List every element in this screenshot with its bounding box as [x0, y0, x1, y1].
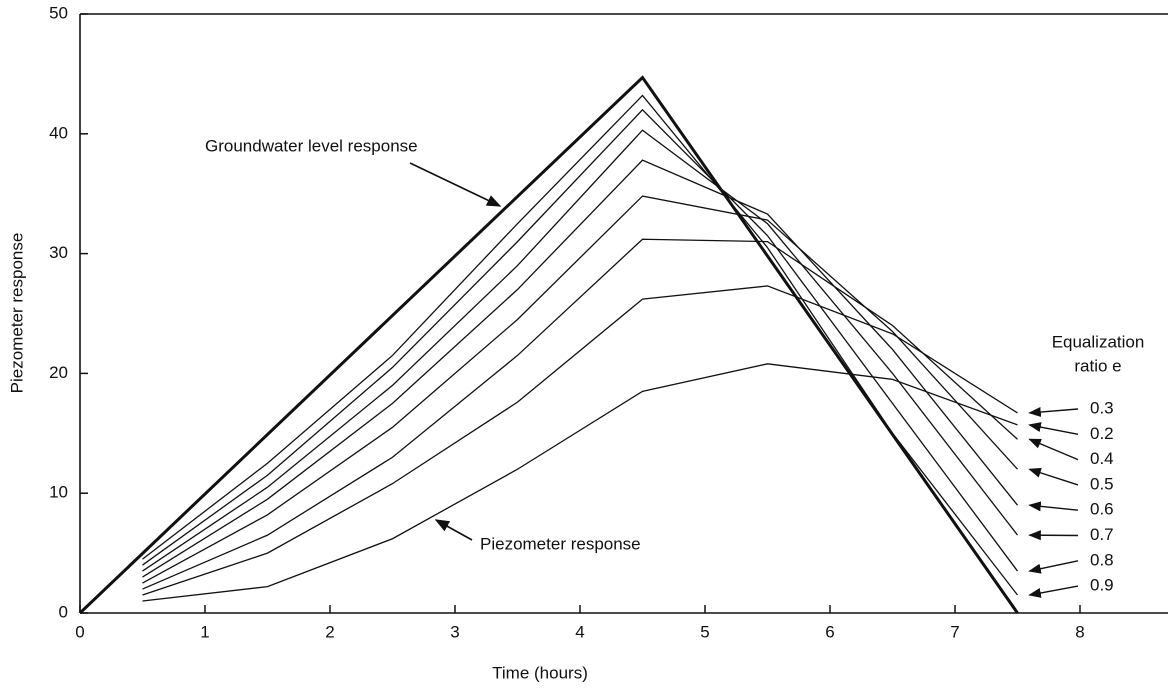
legend-arrow [1028, 501, 1079, 512]
legend-arrow [1028, 438, 1079, 461]
legend-label: 0.9 [1090, 576, 1114, 595]
y-tick-label: 30 [49, 243, 68, 262]
legend-arrow [1028, 585, 1079, 598]
x-tick-label: 1 [200, 622, 209, 641]
legend-arrow [1028, 560, 1079, 574]
x-tick-label: 0 [75, 622, 84, 641]
x-tick-label: 8 [1075, 622, 1084, 641]
legend-label: 0.5 [1090, 474, 1114, 493]
y-tick-label: 0 [59, 602, 68, 621]
series-line [142, 94, 1019, 596]
x-tick-label: 3 [450, 622, 459, 641]
series-line [142, 108, 1019, 572]
annotation-arrow [409, 162, 502, 207]
x-axis-label: Time (hours) [492, 663, 588, 682]
legend-title: ratio e [1074, 356, 1121, 375]
reference-line [78, 75, 1019, 615]
legend-title: Equalization [1052, 332, 1145, 351]
annotation-piezometer: Piezometer response [480, 534, 641, 553]
x-tick-label: 2 [325, 622, 334, 641]
legend-label: 0.4 [1090, 449, 1114, 468]
legend-label: 0.2 [1090, 424, 1114, 443]
legend-label: 0.6 [1090, 500, 1114, 519]
series-line [142, 238, 1018, 590]
x-tick-label: 5 [700, 622, 709, 641]
y-tick-label: 10 [49, 483, 68, 502]
legend-arrow [1028, 406, 1079, 418]
x-tick-label: 7 [950, 622, 959, 641]
legend-label: 0.8 [1090, 550, 1114, 569]
legend-label: 0.7 [1090, 525, 1114, 544]
x-tick-label: 4 [575, 622, 584, 641]
series-line [142, 159, 1019, 578]
series-line [142, 363, 1018, 602]
series-line [142, 195, 1018, 584]
legend-arrow [1028, 467, 1079, 486]
series-line [142, 129, 1019, 572]
series-line [142, 285, 1018, 596]
y-axis-label: Piezometer response [7, 233, 26, 394]
y-tick-label: 40 [49, 123, 68, 142]
annotation-groundwater: Groundwater level response [205, 136, 418, 155]
y-tick-label: 20 [49, 363, 68, 382]
x-tick-label: 6 [825, 622, 834, 641]
legend-label: 0.3 [1090, 398, 1114, 417]
annotation-arrow [434, 519, 473, 541]
y-tick-label: 50 [49, 3, 68, 22]
legend-arrow [1028, 422, 1079, 435]
